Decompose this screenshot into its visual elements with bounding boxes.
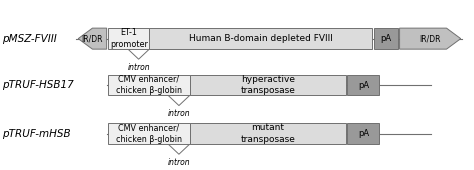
Text: pTRUF-HSB17: pTRUF-HSB17 bbox=[2, 80, 74, 90]
Text: IR/DR: IR/DR bbox=[419, 34, 441, 43]
Text: pMSZ-FVIII: pMSZ-FVIII bbox=[2, 34, 57, 44]
Text: intron: intron bbox=[128, 63, 150, 72]
Bar bbox=[347, 123, 379, 144]
Bar bbox=[149, 28, 372, 49]
Bar bbox=[108, 123, 190, 144]
Text: pA: pA bbox=[358, 81, 369, 89]
Bar bbox=[108, 75, 190, 95]
Polygon shape bbox=[78, 28, 107, 49]
Text: pA: pA bbox=[380, 34, 392, 43]
Bar bbox=[190, 75, 346, 95]
Bar bbox=[108, 28, 149, 49]
Text: CMV enhancer/
chicken β-globin: CMV enhancer/ chicken β-globin bbox=[116, 123, 182, 144]
Text: pTRUF-mHSB: pTRUF-mHSB bbox=[2, 129, 71, 139]
Polygon shape bbox=[400, 28, 461, 49]
Bar bbox=[374, 28, 398, 49]
Text: IR/DR: IR/DR bbox=[82, 34, 103, 43]
Text: intron: intron bbox=[168, 158, 190, 167]
Bar bbox=[347, 75, 379, 95]
Text: pA: pA bbox=[358, 129, 369, 138]
Text: ET-1
promoter: ET-1 promoter bbox=[110, 28, 147, 49]
Bar bbox=[190, 123, 346, 144]
Text: hyperactive
transposase: hyperactive transposase bbox=[240, 75, 295, 95]
Text: mutant
transposase: mutant transposase bbox=[240, 123, 295, 144]
Text: intron: intron bbox=[168, 109, 190, 118]
Text: CMV enhancer/
chicken β-globin: CMV enhancer/ chicken β-globin bbox=[116, 75, 182, 95]
Text: Human B-domain depleted FVIII: Human B-domain depleted FVIII bbox=[189, 34, 333, 43]
